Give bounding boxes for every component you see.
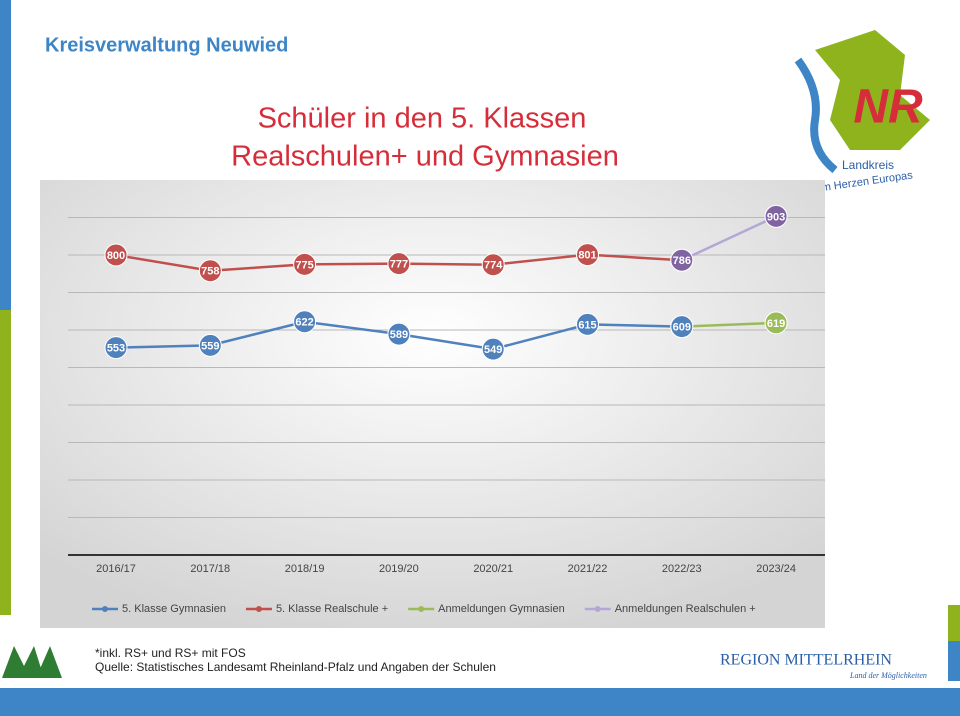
x-tick-label: 2019/20: [379, 563, 419, 575]
data-point: [198, 259, 222, 283]
source: Quelle: Statistisches Landesamt Rheinlan…: [95, 660, 496, 674]
x-tick-label: 2017/18: [190, 563, 230, 575]
legend-label: Anmeldungen Gymnasien: [438, 603, 565, 615]
footer-logo: [2, 646, 62, 678]
series-line: [681, 215, 777, 262]
data-point: [764, 204, 788, 228]
legend-label: 5. Klasse Gymnasien: [122, 603, 226, 615]
logo: NR Landkreis im Herzen Europas: [794, 30, 930, 194]
data-label: 619: [767, 318, 785, 330]
legend-marker: [418, 606, 425, 612]
data-point: [576, 243, 599, 267]
data-label: 800: [107, 250, 125, 262]
footer: *inkl. RS+ und RS+ mit FOS Quelle: Stati…: [2, 646, 927, 680]
data-point: [387, 252, 411, 276]
logo-shape: [815, 30, 930, 150]
tagline: Land der Möglichkeiten: [849, 671, 927, 680]
x-tick-label: 2016/17: [96, 563, 136, 575]
data-point: [293, 252, 317, 276]
data-label: 559: [201, 340, 219, 352]
legend-marker: [594, 606, 601, 612]
logo-mark: NR: [853, 81, 923, 134]
legend-marker: [102, 606, 108, 612]
data-point: [670, 248, 694, 272]
data-point: [481, 337, 505, 361]
data-point: [670, 315, 694, 339]
data-label: 777: [390, 259, 408, 271]
footnote: *inkl. RS+ und RS+ mit FOS: [95, 646, 246, 660]
data-point: [293, 310, 317, 334]
side-bar: [948, 641, 960, 681]
data-label: 615: [578, 319, 596, 331]
brand: REGION MITTELRHEIN: [720, 652, 892, 669]
x-tick-label: 2022/23: [662, 563, 702, 575]
data-label: 801: [578, 250, 596, 262]
x-tick-label: 2021/22: [568, 563, 608, 575]
side-bar: [948, 605, 960, 641]
side-bar: [0, 0, 11, 310]
data-label: 589: [390, 329, 408, 341]
data-label: 609: [673, 322, 691, 334]
logo-river: [794, 57, 838, 174]
legend-marker: [255, 606, 262, 612]
chart-title: Schüler in den 5. Klassen: [258, 103, 587, 135]
data-point: [576, 312, 599, 336]
x-tick-label: 2020/21: [473, 563, 513, 575]
chart-title: Realschulen+ und Gymnasien: [231, 141, 619, 173]
data-point: [198, 333, 222, 357]
data-label: 758: [201, 266, 219, 278]
data-label: 786: [673, 255, 691, 267]
data-label: 774: [484, 260, 503, 272]
side-bar: [0, 310, 11, 615]
data-point: [104, 243, 128, 267]
data-point: [387, 322, 411, 346]
logo-text: Landkreis: [842, 158, 894, 172]
bottom-bar: [0, 688, 960, 716]
x-tick-label: 2023/24: [756, 563, 796, 575]
data-label: 553: [107, 343, 125, 355]
data-label: 622: [295, 317, 313, 329]
data-label: 775: [295, 259, 313, 271]
data-point: [104, 336, 128, 360]
legend-label: Anmeldungen Realschulen +: [615, 603, 756, 615]
legend-label: 5. Klasse Realschule +: [276, 603, 388, 615]
data-label: 903: [767, 211, 785, 223]
x-tick-label: 2018/19: [285, 563, 325, 575]
plot: 2016/17 2017/18 2018/19 2019/20 2020/21 2021/…: [68, 204, 825, 615]
series-line: [681, 321, 777, 328]
header: Kreisverwaltung Neuwied: [45, 34, 288, 56]
data-point: [481, 253, 505, 277]
data-point: [764, 311, 788, 335]
data-label: 549: [484, 344, 502, 356]
